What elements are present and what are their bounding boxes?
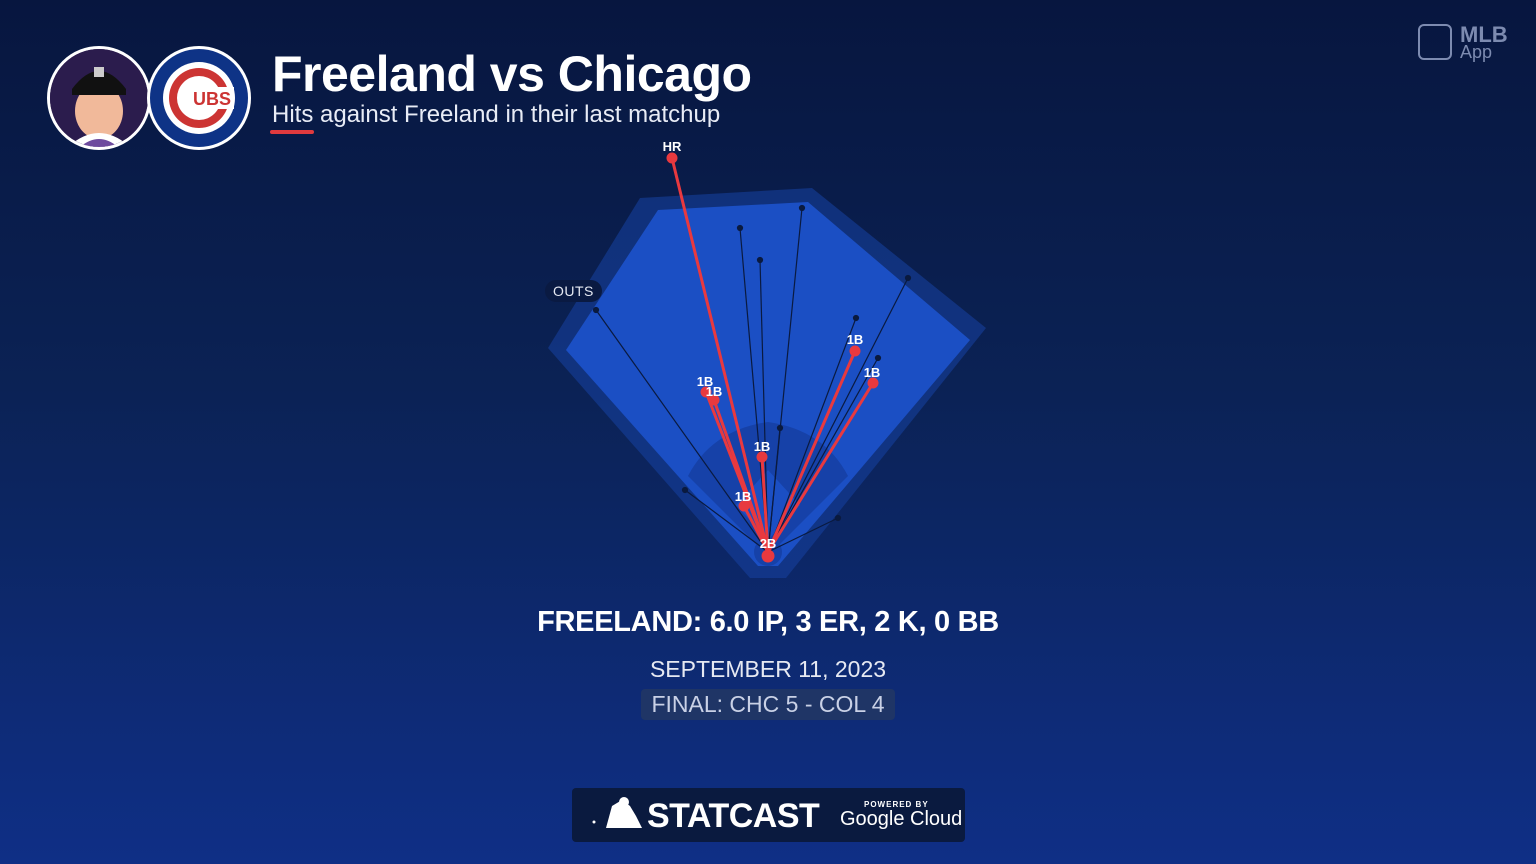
hit-marker (708, 394, 720, 406)
mlb-app-name: MLB (1460, 22, 1508, 47)
statcast-badge: STATCAST POWERED BY Google Cloud (572, 788, 965, 842)
out-marker (592, 306, 600, 314)
pitcher-stat-line: FREELAND: 6.0 IP, 3 ER, 2 K, 0 BB (537, 606, 999, 638)
hit-marker (738, 500, 750, 512)
hit-marker (867, 377, 879, 389)
hit-label: 1B (864, 365, 881, 380)
mlb-logo-icon (1418, 24, 1452, 60)
player-headshot-icon (47, 46, 151, 150)
out-marker (904, 274, 912, 282)
page-subtitle: Hits against Freeland in their last matc… (272, 101, 721, 128)
hit-marker (849, 345, 861, 357)
mlb-batter-icon (592, 797, 642, 828)
field-fair (566, 202, 970, 566)
mlb-app-logo: MLB App (1418, 22, 1518, 64)
cubs-logo-text: UBS (193, 89, 231, 109)
outs-label: OUTS (545, 280, 602, 302)
out-marker (874, 354, 882, 362)
powered-by-label: POWERED BY (864, 800, 929, 809)
hit-marker (700, 386, 712, 398)
google-cloud-label: Google Cloud (840, 808, 963, 830)
mlb-app-suffix: App (1460, 42, 1493, 62)
cubs-logo-icon: UBS (147, 46, 251, 150)
out-marker (681, 486, 689, 494)
out-marker (852, 314, 860, 322)
game-date: SEPTEMBER 11, 2023 (649, 656, 887, 682)
hit-marker-double (761, 549, 775, 563)
hit-marker (756, 451, 768, 463)
hits-group (666, 152, 879, 563)
final-score-badge: FINAL: CHC 5 - COL 4 (641, 689, 895, 720)
hit-label: 1B (735, 489, 752, 504)
outs-group (592, 204, 912, 553)
out-marker (736, 224, 744, 232)
hit-label: HR (663, 139, 682, 154)
hit-labels: HR 1B 1B 1B 1B 1B 1B 2B (663, 139, 881, 551)
page-title: Freeland vs Chicago (272, 46, 752, 102)
hit-label: 1B (706, 384, 723, 399)
out-marker (756, 256, 764, 264)
hit-marker-hr (666, 152, 678, 164)
out-marker (798, 204, 806, 212)
out-marker (776, 424, 784, 432)
out-marker (834, 514, 842, 522)
hit-label: 1B (754, 439, 771, 454)
hit-label: 2B (760, 536, 777, 551)
hit-label: 1B (847, 332, 864, 347)
subtitle-accent (270, 130, 314, 134)
statcast-wordmark: STATCAST (647, 797, 820, 835)
hit-label: 1B (697, 374, 714, 389)
